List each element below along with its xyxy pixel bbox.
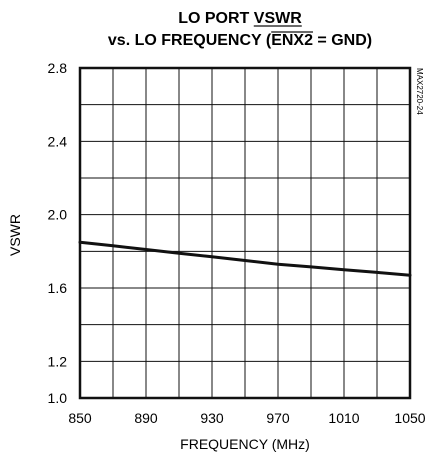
y-tick-label: 2.8	[48, 60, 68, 76]
x-tick-label: 1050	[394, 410, 425, 426]
x-tick-label: 890	[134, 410, 158, 426]
x-tick-label: 930	[200, 410, 224, 426]
y-tick-label: 1.2	[48, 353, 68, 369]
y-tick-label: 2.0	[48, 207, 68, 223]
y-tick-label: 1.6	[48, 280, 68, 296]
x-tick-label: 850	[68, 410, 92, 426]
title-prefix: vs. LO FREQUENCY (	[108, 32, 272, 49]
y-tick-label: 1.0	[48, 390, 68, 406]
chart-title-line1: LO PORT VSWR	[178, 10, 302, 27]
plot-frame	[78, 66, 412, 400]
grid	[80, 68, 410, 398]
y-tick-label: 2.4	[48, 133, 68, 149]
chart-title-line2: vs. LO FREQUENCY (ENX2 = GND)	[108, 32, 372, 49]
x-tick-label: 970	[266, 410, 290, 426]
y-axis-label: VSWR	[7, 214, 23, 256]
title-overlined-pin: ENX2	[271, 32, 313, 49]
y-tick-labels: 1.0 1.2 1.6 2.0 2.4 2.8	[48, 60, 68, 406]
x-tick-label: 1010	[328, 410, 359, 426]
title-suffix: = GND)	[313, 32, 372, 49]
series-line	[78, 240, 412, 277]
figure-code: MAX2720-24	[415, 68, 424, 115]
x-tick-labels: 850 890 930 970 1010 1050	[68, 410, 425, 426]
x-axis-label: FREQUENCY (MHz)	[180, 436, 310, 452]
